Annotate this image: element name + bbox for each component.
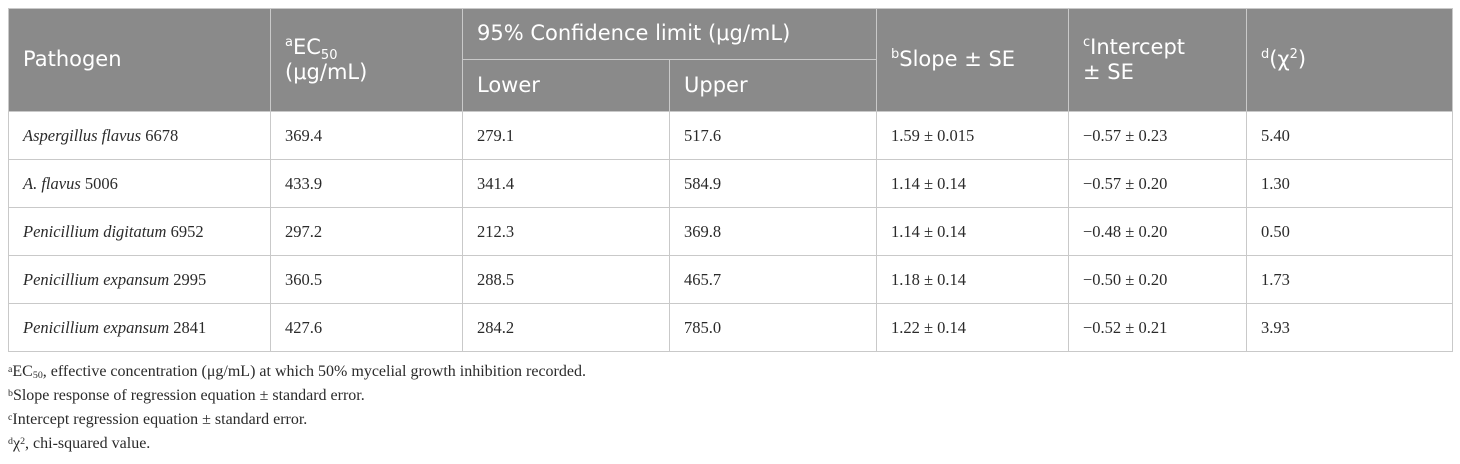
cell-intercept: −0.57 ± 0.20 <box>1068 159 1247 208</box>
cell-lower: 279.1 <box>462 111 670 160</box>
cell-lower: 284.2 <box>462 303 670 352</box>
header-slope: bSlope ± SE <box>876 8 1069 112</box>
table-row: Aspergillus flavus 6678 369.4 279.1 517.… <box>8 111 1453 160</box>
cell-pathogen: Penicillium expansum 2995 <box>8 255 271 304</box>
cell-chi: 5.40 <box>1246 111 1453 160</box>
footnote-mark-b: b <box>891 47 900 63</box>
header-upper: Upper <box>669 59 877 112</box>
header-ec50-label: EC <box>292 34 321 59</box>
pathogen-strain: 6678 <box>145 125 179 145</box>
pathogen-name: A. flavus <box>23 173 81 193</box>
table-row: Penicillium expansum 2995 360.5 288.5 46… <box>8 255 1453 304</box>
table-body: Aspergillus flavus 6678 369.4 279.1 517.… <box>8 111 1453 352</box>
header-ec50-subscript: 50 <box>320 48 338 63</box>
footnote-a: aEC50, effective concentration (μg/mL) a… <box>8 360 1452 384</box>
table-footnotes: aEC50, effective concentration (μg/mL) a… <box>8 360 1452 456</box>
header-intercept: cIntercept ± SE <box>1068 8 1247 112</box>
pathogen-name: Penicillium expansum <box>23 317 170 337</box>
cell-chi: 1.30 <box>1246 159 1453 208</box>
cell-lower: 341.4 <box>462 159 670 208</box>
cell-intercept: −0.48 ± 0.20 <box>1068 207 1247 256</box>
footnote-a-subscript: 50 <box>32 370 43 382</box>
header-intercept-label: Intercept <box>1090 34 1186 59</box>
header-slope-label: Slope ± SE <box>899 47 1016 72</box>
table-row: Penicillium expansum 2841 427.6 284.2 78… <box>8 303 1453 352</box>
footnote-mark-a: a <box>285 34 293 50</box>
cell-pathogen: Aspergillus flavus 6678 <box>8 111 271 160</box>
cell-upper: 465.7 <box>669 255 877 304</box>
cell-slope: 1.22 ± 0.14 <box>876 303 1069 352</box>
pathogen-name: Penicillium digitatum <box>23 221 167 241</box>
footnote-d-mark: d <box>8 435 13 447</box>
pathogen-name: Aspergillus flavus <box>23 125 142 145</box>
header-chi-exponent: 2 <box>1289 47 1298 63</box>
cell-upper: 369.8 <box>669 207 877 256</box>
cell-chi: 3.93 <box>1246 303 1453 352</box>
cell-chi: 0.50 <box>1246 207 1453 256</box>
pathogen-strain: 5006 <box>84 173 118 193</box>
footnote-b-mark: b <box>8 387 13 399</box>
cell-slope: 1.18 ± 0.14 <box>876 255 1069 304</box>
header-lower: Lower <box>462 59 670 112</box>
header-ec50: aEC50 (μg/mL) <box>270 8 463 112</box>
header-pathogen: Pathogen <box>8 8 271 112</box>
cell-intercept: −0.52 ± 0.21 <box>1068 303 1247 352</box>
footnote-d-text: , chi-squared value. <box>25 435 151 452</box>
results-table: Pathogen aEC50 (μg/mL) 95% Confidence li… <box>8 8 1453 352</box>
cell-pathogen: Penicillium expansum 2841 <box>8 303 271 352</box>
footnote-d-term: χ <box>12 435 21 452</box>
footnote-b: bSlope response of regression equation ±… <box>8 384 1452 408</box>
header-intercept-se: ± SE <box>1083 60 1134 84</box>
cell-slope: 1.59 ± 0.015 <box>876 111 1069 160</box>
cell-chi: 1.73 <box>1246 255 1453 304</box>
footnote-a-mark: a <box>8 363 13 375</box>
table-row: A. flavus 5006 433.9 341.4 584.9 1.14 ± … <box>8 159 1453 208</box>
footnote-d: dχ2, chi-squared value. <box>8 432 1452 456</box>
header-ec50-unit: (μg/mL) <box>285 60 368 84</box>
cell-upper: 584.9 <box>669 159 877 208</box>
footnote-b-text: Slope response of regression equation ± … <box>12 387 365 404</box>
header-chi-close: ) <box>1297 47 1307 72</box>
pathogen-name: Penicillium expansum <box>23 269 170 289</box>
cell-pathogen: Penicillium digitatum 6952 <box>8 207 271 256</box>
footnote-d-exponent: 2 <box>20 435 26 447</box>
footnote-a-term: EC <box>12 363 33 380</box>
cell-ec50: 360.5 <box>270 255 463 304</box>
cell-slope: 1.14 ± 0.14 <box>876 159 1069 208</box>
footnote-mark-c: c <box>1083 34 1091 50</box>
footnote-a-text: , effective concentration (μg/mL) at whi… <box>42 363 586 380</box>
cell-ec50: 433.9 <box>270 159 463 208</box>
cell-lower: 212.3 <box>462 207 670 256</box>
table-row: Penicillium digitatum 6952 297.2 212.3 3… <box>8 207 1453 256</box>
header-confidence-limit: 95% Confidence limit (μg/mL) <box>462 8 877 60</box>
footnote-c-mark: c <box>8 411 13 423</box>
cell-ec50: 369.4 <box>270 111 463 160</box>
footnote-c-text: Intercept regression equation ± standard… <box>12 411 308 428</box>
table-header: Pathogen aEC50 (μg/mL) 95% Confidence li… <box>8 8 1453 112</box>
table-figure: Pathogen aEC50 (μg/mL) 95% Confidence li… <box>8 8 1453 456</box>
cell-lower: 288.5 <box>462 255 670 304</box>
footnote-c: cIntercept regression equation ± standar… <box>8 408 1452 432</box>
cell-upper: 517.6 <box>669 111 877 160</box>
pathogen-strain: 2995 <box>173 269 207 289</box>
cell-intercept: −0.50 ± 0.20 <box>1068 255 1247 304</box>
footnote-mark-d: d <box>1261 47 1270 63</box>
header-chi-squared: d(χ2) <box>1246 8 1453 112</box>
pathogen-strain: 2841 <box>173 317 207 337</box>
cell-slope: 1.14 ± 0.14 <box>876 207 1069 256</box>
cell-ec50: 427.6 <box>270 303 463 352</box>
cell-upper: 785.0 <box>669 303 877 352</box>
pathogen-strain: 6952 <box>170 221 204 241</box>
header-chi-label: (χ <box>1269 47 1290 72</box>
cell-pathogen: A. flavus 5006 <box>8 159 271 208</box>
cell-intercept: −0.57 ± 0.23 <box>1068 111 1247 160</box>
cell-ec50: 297.2 <box>270 207 463 256</box>
